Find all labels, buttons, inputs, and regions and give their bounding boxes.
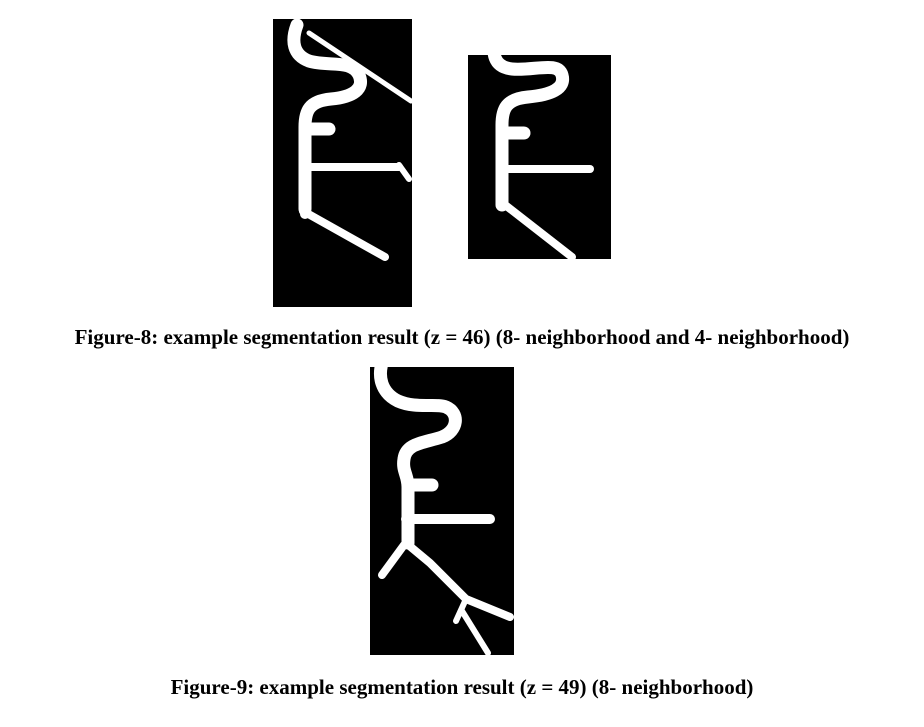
artifact-edge-stub: [396, 162, 412, 182]
branch-diagonal-lower: [299, 175, 389, 261]
branch-left-spur: [378, 541, 408, 579]
figure-8-left-segmentation-mask: [287, 19, 412, 261]
branch-diagonal-lower: [496, 171, 576, 259]
branch-diagonal-lower: [402, 539, 514, 621]
artifact-diagonal-line: [306, 30, 412, 104]
figure-8-right-segmentation-mask: [487, 55, 594, 259]
figure-8-segmentation-image-4-neighborhood: [468, 55, 611, 259]
figure-9-segmentation-image-8-neighborhood: [370, 367, 514, 655]
trachea-curve: [374, 367, 462, 550]
figure-8-caption: Figure-8: example segmentation result (z…: [74, 325, 850, 349]
trachea-curve: [487, 55, 570, 212]
branch-lower-spur: [459, 608, 491, 655]
figure-8-segmentation-image-8-neighborhood: [273, 19, 412, 307]
figure-9-caption: Figure-9: example segmentation result (z…: [170, 675, 754, 699]
trachea-curve: [287, 19, 367, 216]
figure-9-segmentation-mask: [374, 367, 514, 655]
